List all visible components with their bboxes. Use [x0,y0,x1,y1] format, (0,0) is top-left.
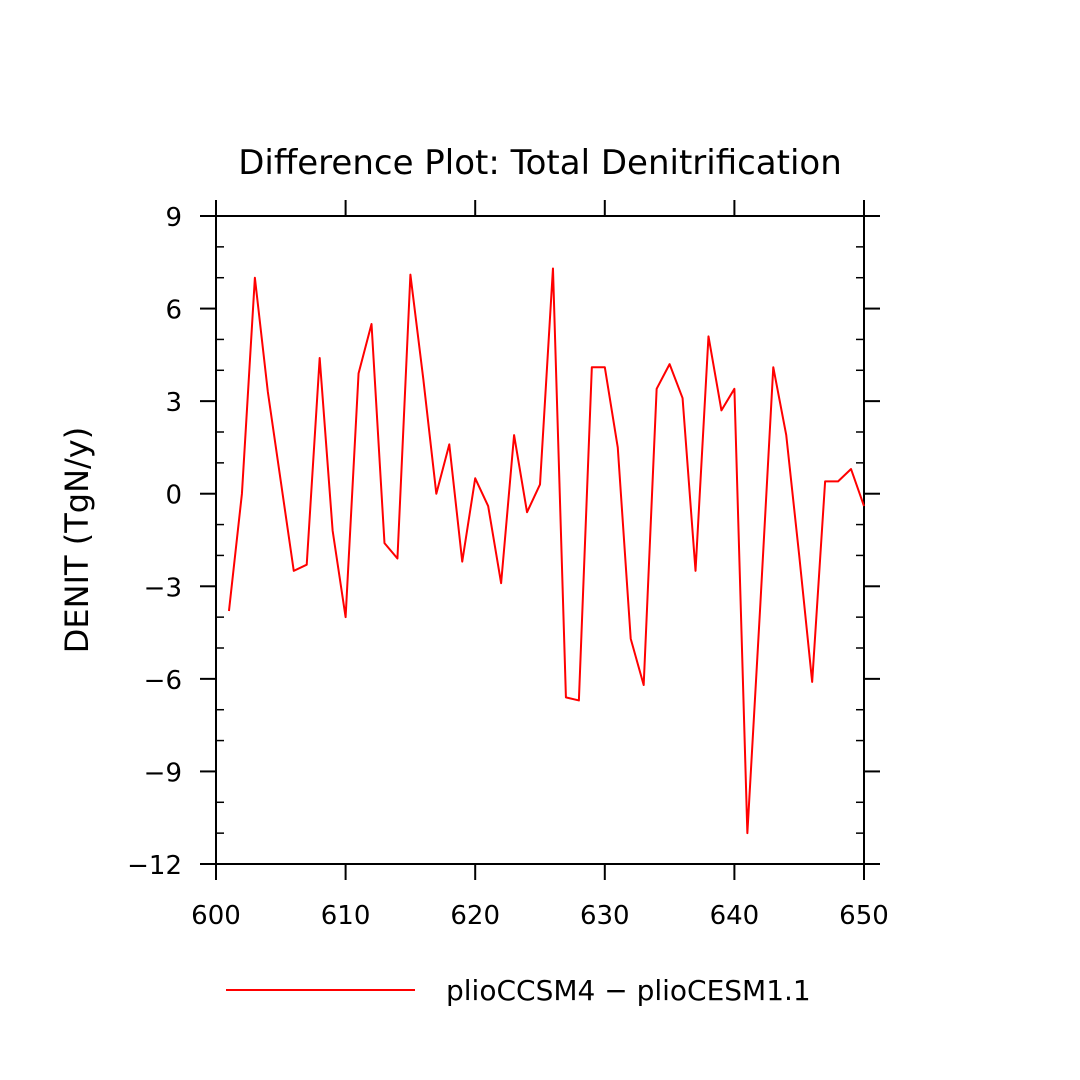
x-tick-label: 620 [450,901,500,931]
series-line [227,267,865,835]
plot-frame [215,215,865,865]
x-tick-label: 650 [839,901,889,931]
y-tick-label: −6 [144,666,182,696]
tick-labels-layer: 600 610 620 630 640 650 −12 −9 −6 −3 0 3 6 9 [127,203,889,931]
legend-label: plioCCSM4 − plioCESM1.1 [446,974,811,1007]
chart-title: Difference Plot: Total Denitrification [238,143,842,183]
y-tick-label: −3 [144,573,182,603]
y-tick-label: 0 [165,481,182,511]
y-tick-label: 9 [165,203,182,233]
y-tick-label: −12 [127,851,182,881]
legend: plioCCSM4 − plioCESM1.1 [226,974,811,1007]
x-tick-label: 630 [580,901,630,931]
y-tick-label: 3 [165,388,182,418]
x-tick-label: 600 [191,901,241,931]
y-tick-label: 6 [165,296,182,326]
y-tick-label: −9 [144,758,182,788]
y-axis-label: DENIT (TgN/y) [58,427,96,653]
x-tick-label: 610 [321,901,371,931]
ticks-layer [200,200,880,880]
series-layer [227,267,865,835]
x-tick-label: 640 [710,901,760,931]
